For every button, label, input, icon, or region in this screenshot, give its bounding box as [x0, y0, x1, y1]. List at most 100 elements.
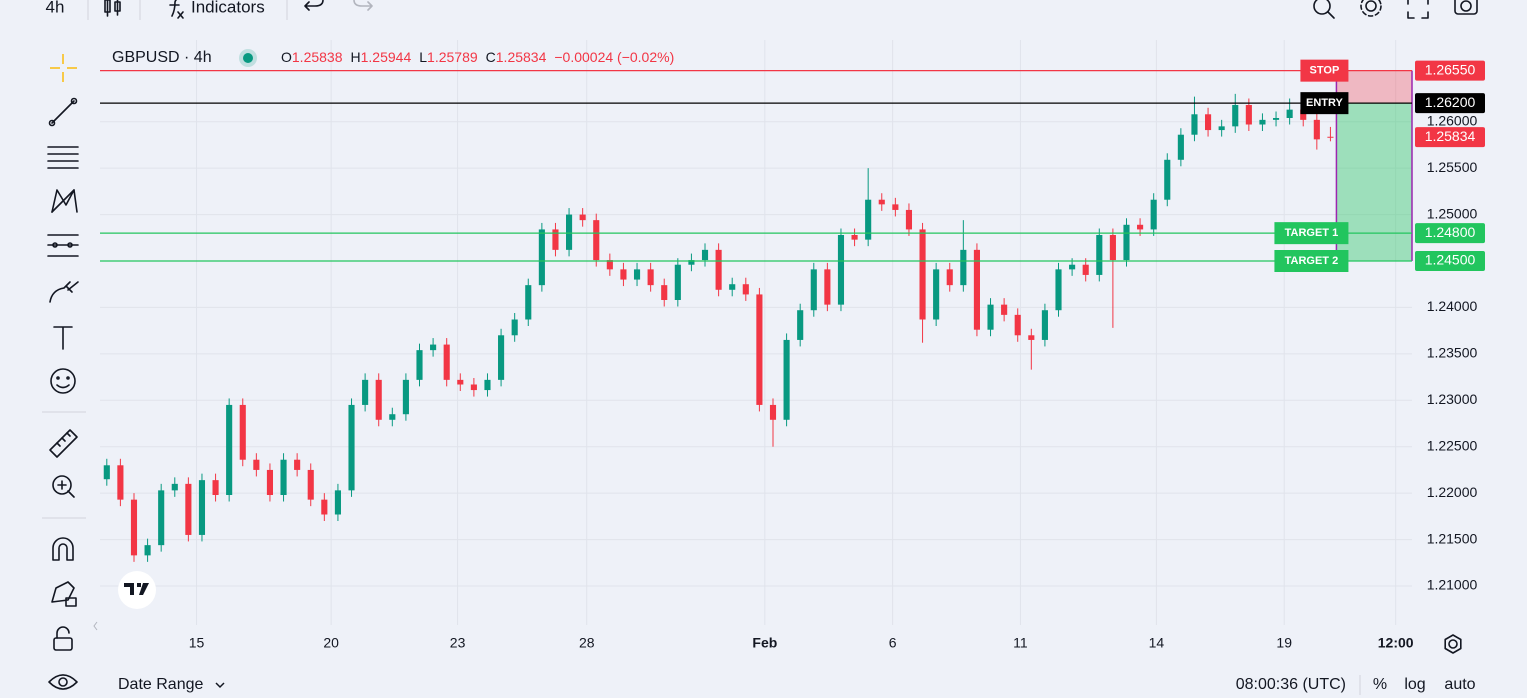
- redo-button[interactable]: [353, 0, 373, 11]
- left-toolbar: [42, 54, 98, 690]
- candle-body: [198, 480, 206, 535]
- market-status-dot: [243, 53, 253, 63]
- candle-body: [674, 264, 681, 300]
- candle-body: [933, 269, 940, 320]
- x-tick-label: 14: [1149, 635, 1165, 651]
- candle-body: [1245, 105, 1252, 125]
- plot: 1.21000 1.21500 1.22000 1.22500 1.23000 1.235…: [100, 40, 1485, 651]
- y-tick-label: 1.22500: [1427, 437, 1478, 453]
- tradingview-logo[interactable]: [118, 571, 156, 609]
- ohlc-legend: O1.25838 H1.25944 L1.25789 C1.25834 −0.00024…: [281, 49, 674, 65]
- dropdown-arrow: [215, 682, 225, 689]
- ohlc-key: O: [281, 49, 292, 65]
- candle-body: [1001, 304, 1008, 315]
- candle-body: [946, 269, 953, 286]
- candle-body: [280, 459, 287, 495]
- y-tick-label: 1.22000: [1427, 484, 1478, 500]
- candle-body: [348, 404, 355, 491]
- level-name: STOP: [1310, 65, 1340, 77]
- snapshot-button[interactable]: [1454, 0, 1478, 15]
- candle-body: [878, 199, 885, 205]
- fullscreen-button[interactable]: [1407, 0, 1429, 19]
- date-range-button[interactable]: Date Range: [118, 676, 203, 693]
- candle-body: [1069, 264, 1076, 270]
- candle-body: [457, 379, 464, 385]
- percent-toggle[interactable]: %: [1373, 676, 1387, 693]
- candle-body: [484, 379, 491, 391]
- zoom-tool[interactable]: [52, 475, 75, 498]
- candle-body: [633, 269, 641, 280]
- magnet-tool[interactable]: [52, 537, 74, 561]
- candle-body: [266, 469, 274, 495]
- auto-toggle[interactable]: auto: [1444, 676, 1475, 693]
- symbol-title: GBPUSD · 4h: [112, 49, 212, 66]
- x-tick-label: 20: [323, 635, 339, 651]
- lock-draw-tool[interactable]: [51, 581, 77, 607]
- level-tag: [1274, 250, 1349, 272]
- emoji-tool[interactable]: [50, 368, 76, 394]
- candle-body: [824, 269, 831, 305]
- candle-body: [416, 350, 423, 380]
- ohlc-value: 1.25944: [361, 49, 412, 65]
- y-tick-label: 1.25500: [1427, 159, 1478, 175]
- undo-button[interactable]: [304, 0, 324, 11]
- candle-body: [1327, 136, 1334, 138]
- x-tick-label: 11: [1013, 635, 1028, 651]
- candle-type-button[interactable]: [104, 0, 121, 17]
- trendline-tool[interactable]: [48, 97, 78, 127]
- brush-tool[interactable]: [49, 281, 79, 303]
- candle-body: [715, 249, 722, 290]
- candle-body: [810, 269, 817, 311]
- ruler-tool[interactable]: [49, 429, 78, 458]
- candle-body: [606, 260, 613, 270]
- candle-body: [865, 199, 872, 240]
- candle-body: [430, 344, 437, 351]
- collapse-arrow[interactable]: [93, 621, 98, 631]
- candle-body: [158, 490, 165, 546]
- candle-body: [769, 404, 777, 420]
- price-badge: [1415, 93, 1485, 114]
- candle-body: [538, 229, 545, 286]
- interval-button[interactable]: 4h: [46, 0, 65, 16]
- pattern-tool[interactable]: [51, 189, 78, 213]
- reward-zone: [1336, 103, 1412, 262]
- x-tick-label: 23: [450, 635, 466, 651]
- x-tick-label: Feb: [752, 635, 777, 651]
- y-tick-label: 1.24000: [1427, 298, 1478, 314]
- candle-body: [470, 384, 477, 391]
- candle-body: [1272, 118, 1280, 120]
- x-tick-label: 6: [889, 635, 897, 651]
- candle-body: [1164, 159, 1171, 200]
- visibility-tool[interactable]: [48, 674, 78, 690]
- indicators-button[interactable]: Indicators: [191, 0, 265, 16]
- axis-settings[interactable]: [1444, 634, 1462, 654]
- lock-tool[interactable]: [53, 626, 73, 651]
- candle-body: [321, 499, 328, 515]
- candle-body: [103, 465, 110, 480]
- candle-body: [375, 379, 382, 420]
- text-tool[interactable]: [53, 326, 73, 350]
- candle-body: [1259, 119, 1266, 125]
- x-tick-label: 28: [579, 635, 595, 651]
- price-badge: [1415, 223, 1485, 244]
- candle-body: [1286, 109, 1293, 118]
- log-toggle[interactable]: log: [1404, 676, 1425, 693]
- fib-tool[interactable]: [47, 146, 79, 169]
- candle-body: [498, 335, 505, 380]
- search-button[interactable]: [1313, 0, 1335, 19]
- candle-body: [1150, 199, 1157, 230]
- candle-body: [334, 490, 341, 515]
- candle-body: [905, 209, 913, 230]
- forecast-tool[interactable]: [47, 234, 79, 257]
- settings-button[interactable]: [1360, 0, 1382, 17]
- crosshair-tool[interactable]: [50, 54, 77, 82]
- ohlc-key: H: [351, 49, 361, 65]
- level-tag: [1300, 92, 1349, 115]
- candle-body: [579, 214, 586, 221]
- candle-body: [1014, 314, 1021, 336]
- bottom-bar: Date Range 08:00:36 (UTC) % log auto: [118, 675, 1476, 695]
- ohlc-value: 1.25838: [292, 49, 343, 65]
- candle-body: [661, 285, 668, 300]
- y-tick-label: 1.23000: [1427, 391, 1478, 407]
